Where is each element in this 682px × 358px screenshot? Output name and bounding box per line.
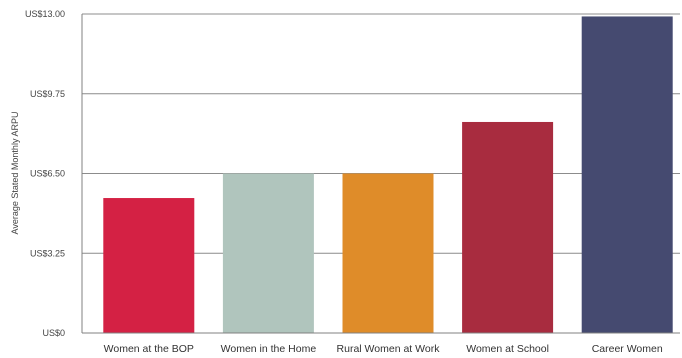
y-tick-label: US$3.25 (30, 248, 65, 258)
x-category-label: Rural Women at Work (337, 343, 441, 355)
bar (462, 121, 554, 333)
bar (581, 16, 673, 333)
y-tick-label: US$0 (42, 328, 65, 338)
x-category-label: Women at School (466, 343, 549, 355)
y-tick-label: US$6.50 (30, 169, 65, 179)
bar (103, 198, 195, 333)
y-tick-label: US$9.75 (30, 89, 65, 99)
x-category-label: Career Women (592, 343, 663, 355)
y-tick-label: US$13.00 (25, 9, 65, 19)
y-tick-labels: US$0 US$3.25 US$6.50 US$9.75 US$13.00 (25, 9, 65, 338)
bars (103, 16, 673, 333)
x-category-label: Women in the Home (221, 343, 317, 355)
bar (222, 173, 314, 333)
x-category-label: Women at the BOP (104, 343, 194, 355)
axes (81, 14, 680, 334)
bar (342, 173, 434, 333)
x-category-labels: Women at the BOP Women in the Home Rural W… (104, 343, 663, 355)
y-axis-label: Average Stated Monthly ARPU (10, 112, 20, 235)
